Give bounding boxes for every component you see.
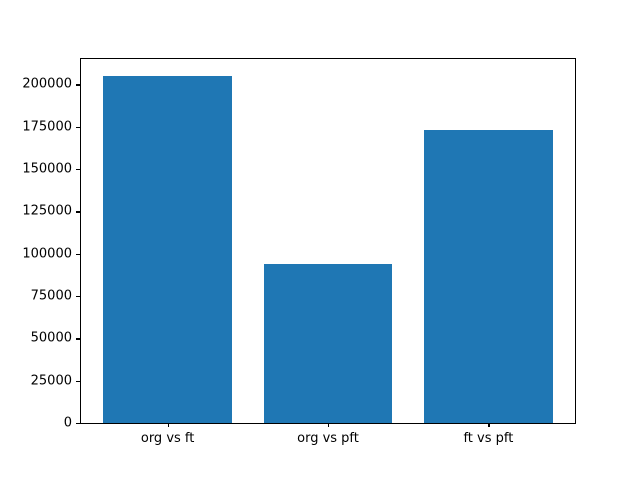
x-tick-mark xyxy=(328,423,330,427)
y-tick-mark xyxy=(76,211,80,213)
y-tick-label: 200000 xyxy=(22,76,72,92)
bars-layer xyxy=(81,59,575,423)
y-tick-mark xyxy=(76,253,80,255)
y-tick-label: 100000 xyxy=(22,246,72,262)
x-tick-label: org vs ft xyxy=(140,431,195,446)
y-axis: 0 25000 50000 75000 100000 125000 150000 175000… xyxy=(22,59,575,430)
x-tick-mark xyxy=(488,423,490,427)
y-tick-label: 50000 xyxy=(30,330,72,346)
bar-org-vs-pft xyxy=(263,263,393,423)
y-tick-label: 150000 xyxy=(22,161,72,177)
y-tick-label: 125000 xyxy=(22,203,72,219)
y-tick-label: 25000 xyxy=(30,373,72,389)
plot-area: 0 25000 50000 75000 100000 125000 150000 175000… xyxy=(22,58,576,445)
x-axis: org vs ft org vs pft ft vs pft xyxy=(81,59,575,445)
y-tick-mark xyxy=(76,338,80,340)
y-tick-label: 75000 xyxy=(30,288,72,304)
x-tick-mark xyxy=(167,423,169,427)
y-tick-mark xyxy=(76,423,80,425)
y-tick-mark xyxy=(76,126,80,128)
bar-ft-vs-pft xyxy=(424,130,553,423)
y-tick-mark xyxy=(76,380,80,382)
bar-org-vs-ft xyxy=(103,75,232,423)
y-tick-label: 0 xyxy=(63,415,72,431)
y-tick-label: 175000 xyxy=(22,119,72,135)
y-tick-mark xyxy=(76,84,80,86)
x-tick-label: org vs pft xyxy=(297,431,359,446)
y-tick-mark xyxy=(76,169,80,171)
y-tick-mark xyxy=(76,296,80,298)
x-tick-label: ft vs pft xyxy=(463,431,514,446)
